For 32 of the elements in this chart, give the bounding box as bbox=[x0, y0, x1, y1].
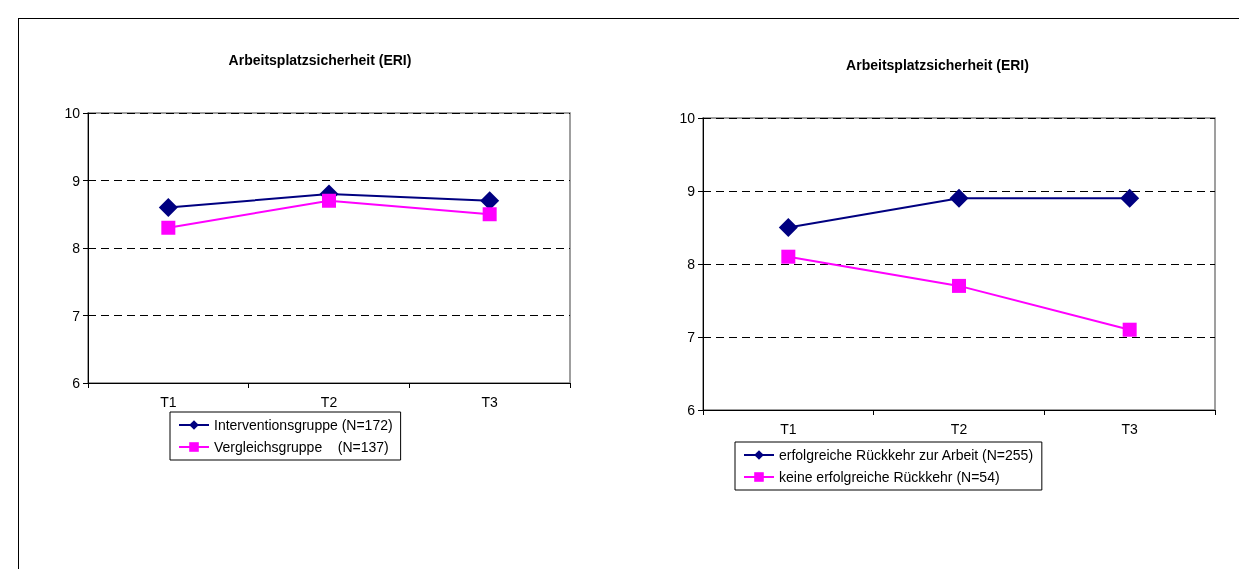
x-tick-label: T1 bbox=[160, 394, 177, 410]
y-tick-label: 7 bbox=[72, 307, 81, 324]
x-tick-label: T3 bbox=[481, 394, 499, 410]
y-tick-label: 9 bbox=[72, 172, 81, 189]
point bbox=[482, 207, 497, 222]
chart-title: Arbeitsplatzsicherheit (ERI) bbox=[228, 52, 412, 68]
y-tick-label: 6 bbox=[687, 402, 696, 418]
point bbox=[949, 188, 969, 208]
x-tick-label: T1 bbox=[780, 421, 797, 437]
point bbox=[781, 249, 796, 264]
x-tick-label: T2 bbox=[950, 421, 968, 437]
point bbox=[158, 198, 178, 217]
legend-label: erfolgreiche Rückkehr zur Arbeit (N=255) bbox=[779, 447, 1034, 463]
x-tick-label: T2 bbox=[320, 394, 338, 410]
point bbox=[778, 218, 798, 237]
x-tick-label: T3 bbox=[1121, 421, 1139, 437]
point bbox=[1120, 188, 1140, 208]
y-tick-label: 10 bbox=[679, 110, 696, 126]
y-tick-label: 8 bbox=[687, 256, 696, 272]
y-tick-label: 10 bbox=[64, 105, 81, 121]
point bbox=[952, 278, 966, 293]
point bbox=[322, 193, 336, 208]
point bbox=[1122, 322, 1137, 337]
y-tick-label: 6 bbox=[72, 375, 81, 391]
point bbox=[161, 220, 176, 235]
legend-label: Vergleichsgruppe (N=137) bbox=[214, 439, 389, 455]
y-tick-label: 7 bbox=[687, 329, 696, 345]
legend-label: Interventionsgruppe (N=172) bbox=[214, 417, 393, 433]
y-tick-label: 9 bbox=[687, 183, 696, 199]
legend-label: keine erfolgreiche Rückkehr (N=54) bbox=[779, 469, 1000, 485]
y-tick-label: 8 bbox=[72, 240, 81, 256]
chart-title: Arbeitsplatzsicherheit (ERI) bbox=[846, 57, 1029, 73]
